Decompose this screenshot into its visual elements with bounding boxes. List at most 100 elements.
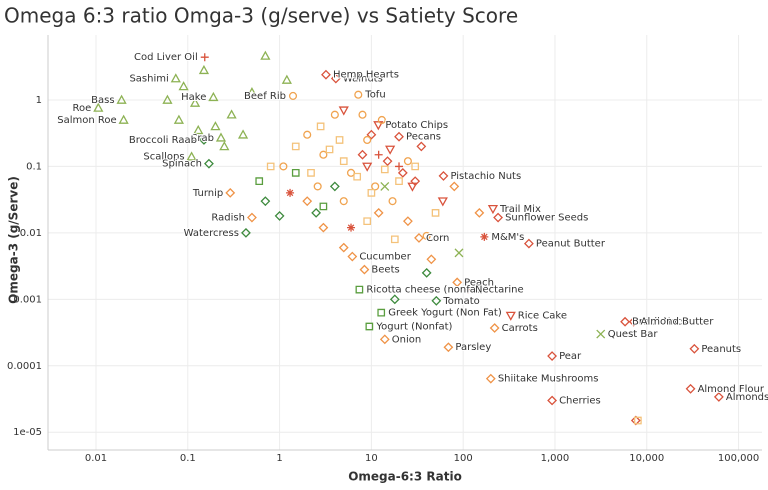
x-tick-label: 10 (365, 453, 378, 464)
point-label: Pecans (406, 132, 441, 143)
point (266, 162, 275, 171)
point (395, 162, 404, 171)
point (373, 207, 384, 218)
point (394, 131, 404, 142)
point (628, 316, 639, 327)
point-label: Cucumber (359, 252, 411, 263)
point (173, 114, 185, 124)
point-label: Peach (464, 277, 494, 288)
point (403, 157, 412, 166)
point-label: Corn (426, 233, 449, 244)
point (178, 81, 189, 91)
point (338, 106, 349, 116)
x-tick-label: 10,000 (629, 453, 664, 464)
y-tick-label: 0.01 (20, 228, 42, 239)
point (330, 110, 339, 119)
point-label: Carrots (502, 323, 538, 334)
point (454, 248, 464, 258)
point (93, 102, 104, 112)
point (382, 156, 393, 167)
point-label: Quest Bar (608, 329, 659, 340)
x-tick-label: 0.1 (180, 453, 196, 464)
point (291, 169, 300, 177)
point (366, 129, 377, 140)
point-label: Broccoli Raab (129, 135, 197, 146)
y-tick-label: 0.0001 (7, 361, 42, 372)
point (689, 343, 700, 354)
point (274, 210, 285, 221)
point-label: Yogurt (Nonfat) (375, 321, 452, 332)
point (281, 74, 292, 84)
point (346, 168, 356, 177)
point-label: Pistachio Nuts (450, 171, 521, 182)
point (596, 329, 606, 339)
point (464, 285, 473, 294)
x-tick-label: 0.01 (85, 453, 107, 464)
x-tick-label: 1,000 (541, 453, 570, 464)
y-tick-label: 1e-05 (13, 427, 42, 438)
point (438, 170, 449, 181)
point (620, 316, 630, 327)
point (347, 251, 358, 262)
point (371, 182, 380, 191)
point-label: Rice Cake (518, 311, 567, 322)
point (410, 176, 421, 187)
point (339, 157, 348, 166)
point-label: Turnip (192, 188, 223, 199)
point (215, 132, 227, 142)
point (241, 227, 251, 238)
point (354, 90, 363, 99)
x-tick-label: 100,000 (718, 453, 759, 464)
point (379, 334, 390, 345)
point-label: M&M's (491, 232, 524, 243)
point (388, 197, 397, 206)
y-tick-label: 0.1 (26, 161, 42, 172)
point-label: Almond Flour (698, 384, 765, 395)
point (713, 391, 724, 402)
point (307, 169, 315, 177)
point (313, 182, 322, 191)
point (685, 383, 696, 394)
point (302, 196, 313, 207)
point-label: Almonds (726, 392, 768, 403)
point (449, 181, 460, 192)
point (286, 188, 295, 197)
point (389, 294, 400, 305)
point (493, 212, 504, 223)
point (330, 73, 341, 84)
point (397, 167, 408, 178)
point-label: Roe (73, 103, 92, 114)
point (338, 242, 349, 253)
point-label: Salmon Roe (57, 115, 116, 126)
point (193, 124, 204, 135)
point (353, 172, 362, 181)
point (422, 231, 431, 240)
point (358, 110, 367, 119)
point (374, 150, 383, 159)
point (547, 351, 558, 361)
y-axis-label: Omega-3 (g/Serve) (7, 176, 21, 304)
point (321, 69, 331, 80)
point (260, 196, 271, 207)
point (523, 238, 534, 249)
point (359, 264, 370, 275)
point (237, 129, 249, 139)
point-label: Peanuts (701, 344, 741, 355)
point (426, 254, 437, 265)
y-tick-label: 0.001 (13, 294, 42, 305)
point (260, 50, 271, 60)
point (634, 416, 642, 425)
point (421, 267, 432, 278)
point (225, 187, 236, 198)
point (118, 114, 129, 124)
point (339, 197, 348, 206)
point (365, 322, 374, 331)
point (380, 181, 390, 191)
y-tick-label: 1 (36, 95, 42, 106)
x-axis-label: Omega-6:3 Ratio (348, 470, 462, 484)
point-label: Beets (371, 265, 399, 276)
point-label: Nectarine (475, 285, 524, 296)
point (367, 189, 376, 197)
point (395, 177, 403, 186)
point (431, 295, 442, 306)
